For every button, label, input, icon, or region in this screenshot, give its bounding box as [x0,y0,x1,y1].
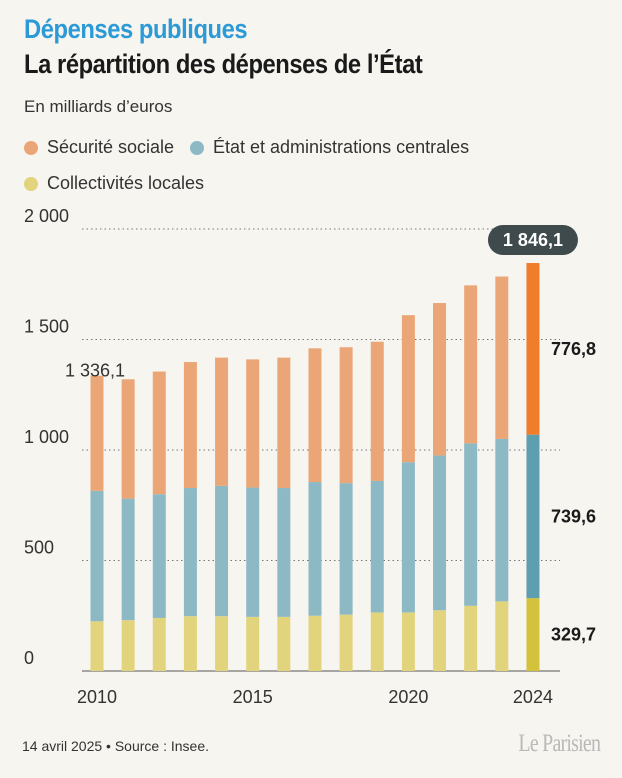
bar-segment [526,434,540,599]
x-tick-label: 2015 [233,687,273,707]
x-tick-label: 2020 [388,687,428,707]
bar-segment [370,341,384,481]
chart-title: La répartition des dépenses de l’État [24,49,423,79]
bar-segment [526,263,540,435]
bar-segment [339,347,353,484]
bar-segment [215,616,229,671]
legend-swatch [190,140,204,155]
bar-segment [277,488,291,617]
y-tick-label: 2 000 [24,206,69,226]
bar-segment [370,480,384,613]
bar-segment [183,488,197,617]
legend-swatch [24,140,38,155]
bar-segment [370,612,384,671]
segment-value-label: 329,7 [551,625,596,645]
legend-item-etat: État et administrations centrales [190,137,469,158]
bar-segment [121,498,135,621]
legend-swatch [24,176,38,191]
bar-segment [495,276,509,439]
bar-segment [464,285,478,444]
x-tick-label: 2010 [77,687,117,707]
bar-segment [495,438,509,602]
bar-segment [246,359,260,488]
legend-item-securite-sociale: Sécurité sociale [24,137,174,158]
bar-segment [90,375,104,491]
bar-segment [152,371,166,495]
bar-segment [401,612,415,671]
bar-segment [308,348,322,483]
unit-label: En milliards d’euros [24,97,173,116]
x-tick-label: 2024 [513,687,553,707]
bar-segment [152,494,166,618]
bar-segment [308,615,322,671]
legend-label: Collectivités locales [47,173,205,193]
bar-segment [121,379,135,499]
brand-logo: Le Parisien [518,730,601,757]
y-tick-label: 1 500 [24,317,69,337]
y-tick-label: 1 000 [24,427,69,447]
legend-label: Sécurité sociale [47,137,175,157]
bar-segment [464,443,478,606]
bar-segment [277,616,291,671]
bar-segment [90,490,104,622]
legend-item-collectivites: Collectivités locales [24,173,204,194]
bar-segment [433,610,447,671]
bar-segment [215,357,229,486]
bar-segment [495,601,509,671]
total-callout-pill [487,225,578,256]
bar-segment [401,315,415,463]
y-tick-label: 500 [24,538,54,558]
segment-value-label: 739,6 [551,506,596,526]
bar-segment [339,483,353,615]
bar-segment [464,605,478,671]
bar-segment [183,616,197,671]
bar-segment [152,617,166,671]
stacked-bar-chart: 0 500 1 000 1 500 2 000 2010 2015 2020 2024 1 336… [24,206,596,707]
bar-segment [90,621,104,671]
legend-label: État et administrations centrales [213,137,470,157]
bar-segment [277,357,291,489]
bar-segment [183,362,197,489]
bar-segment [526,598,540,671]
segment-value-label: 776,8 [551,339,596,359]
first-total-label: 1 336,1 [65,361,125,381]
y-tick-label: 0 [24,648,34,668]
bar-segment [401,462,415,613]
bar-segment [339,614,353,671]
bar-segment [121,620,135,671]
footer-source: 14 avril 2025 • Source : Insee. [22,738,210,754]
bar-segment [308,482,322,616]
bar-segment [246,487,260,617]
chart-kicker: Dépenses publiques [24,14,248,44]
bar-segment [246,616,260,671]
bar-segment [433,303,447,456]
bar-segment [215,485,229,617]
bar-segment [433,455,447,611]
last-total-label: 1 846,1 [503,230,563,250]
